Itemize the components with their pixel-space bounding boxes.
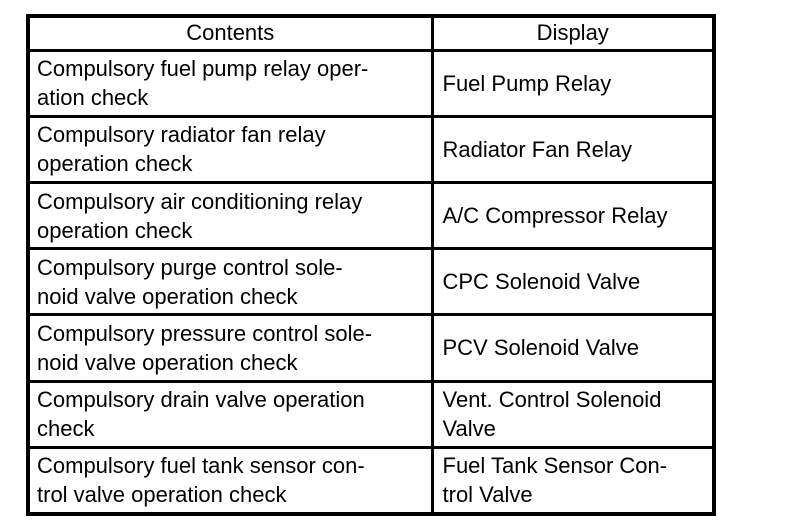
display-cell: Fuel Pump Relay <box>430 48 716 118</box>
contents-cell: Compulsory fuel tank sensor con- trol va… <box>26 445 434 516</box>
display-cell: Fuel Tank Sensor Con- trol Valve <box>430 445 716 516</box>
contents-display-table: Contents Display Compulsory fuel pump re… <box>26 14 716 516</box>
table-row: Compulsory pressure control sole- noid v… <box>26 313 716 383</box>
display-cell: CPC Solenoid Valve <box>430 247 716 317</box>
table-row: Compulsory drain valve operation check V… <box>26 379 716 449</box>
table-row: Compulsory fuel pump relay oper- ation c… <box>26 48 716 118</box>
display-cell: Radiator Fan Relay <box>430 114 716 184</box>
contents-cell: Compulsory air conditioning relay operat… <box>26 180 434 251</box>
column-header-contents: Contents <box>26 14 434 52</box>
contents-cell: Compulsory drain valve operation check <box>26 379 434 449</box>
display-cell: Vent. Control Solenoid Valve <box>430 379 716 449</box>
table-row: Compulsory purge control sole- noid valv… <box>26 247 716 317</box>
table-row: Compulsory fuel tank sensor con- trol va… <box>26 445 716 516</box>
column-header-display: Display <box>430 14 716 52</box>
contents-cell: Compulsory fuel pump relay oper- ation c… <box>26 48 434 118</box>
table-row: Compulsory radiator fan relay operation … <box>26 114 716 184</box>
display-cell: PCV Solenoid Valve <box>430 313 716 383</box>
contents-cell: Compulsory purge control sole- noid valv… <box>26 247 434 317</box>
table-row: Compulsory air conditioning relay operat… <box>26 180 716 251</box>
contents-cell: Compulsory pressure control sole- noid v… <box>26 313 434 383</box>
table-header-row: Contents Display <box>26 14 716 52</box>
contents-cell: Compulsory radiator fan relay operation … <box>26 114 434 184</box>
display-cell: A/C Compressor Relay <box>430 180 716 251</box>
